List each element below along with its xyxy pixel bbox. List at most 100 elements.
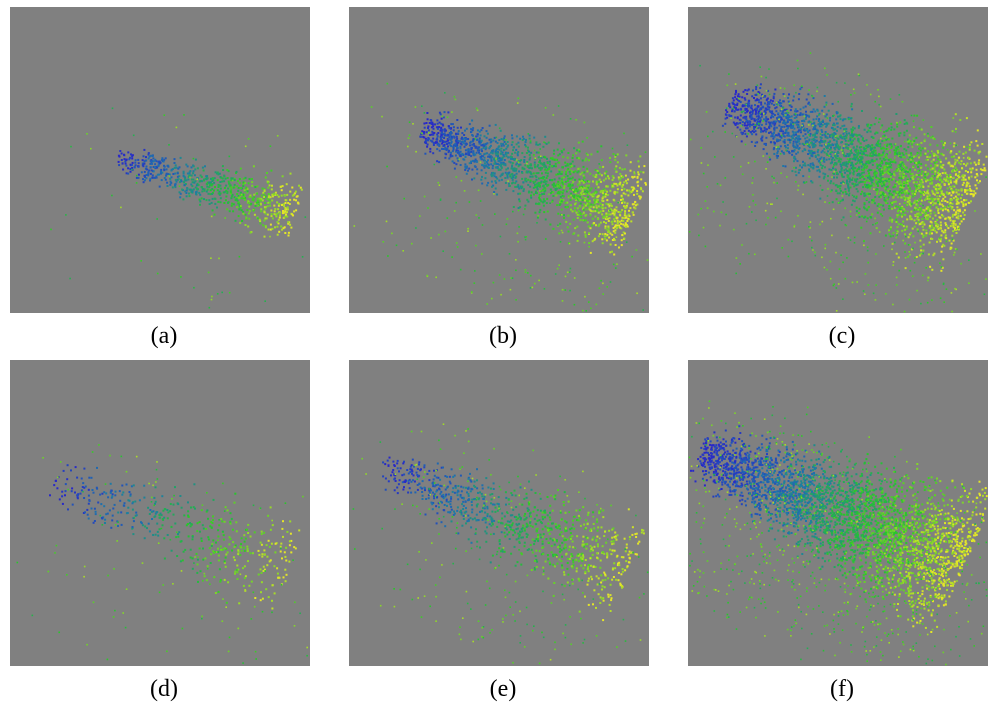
point: [741, 140, 743, 142]
point: [932, 218, 934, 220]
point: [538, 185, 540, 187]
point: [930, 137, 932, 139]
point: [527, 184, 529, 186]
point: [895, 194, 897, 196]
point: [189, 173, 191, 175]
stray-point: [440, 199, 442, 201]
stray-point: [562, 300, 564, 302]
point: [932, 168, 934, 170]
stray-point: [570, 118, 572, 120]
point: [161, 157, 163, 159]
point: [232, 177, 234, 179]
stray-point: [131, 169, 133, 171]
point: [530, 172, 532, 174]
point: [774, 123, 776, 125]
point: [889, 166, 891, 168]
point: [619, 183, 621, 185]
point: [868, 180, 870, 182]
point: [555, 195, 557, 197]
stray-point: [545, 238, 547, 240]
point: [793, 157, 795, 159]
stray-point: [505, 139, 507, 141]
stray-point: [224, 217, 226, 219]
point: [557, 149, 559, 151]
point: [249, 196, 251, 198]
point: [541, 167, 543, 169]
point: [164, 177, 166, 179]
point: [427, 144, 429, 146]
point: [914, 226, 916, 228]
point: [965, 165, 967, 167]
point: [840, 136, 842, 138]
point: [897, 196, 899, 198]
point: [160, 169, 162, 171]
stray-point: [561, 187, 563, 189]
point: [227, 191, 229, 193]
point: [920, 196, 922, 198]
point: [958, 162, 960, 164]
point: [958, 157, 960, 159]
point: [481, 150, 483, 152]
point: [835, 118, 837, 120]
point: [863, 147, 865, 149]
point: [287, 209, 289, 211]
point: [860, 227, 862, 229]
point: [826, 124, 828, 126]
point: [600, 145, 602, 147]
point: [621, 234, 623, 236]
point: [830, 180, 832, 182]
point: [832, 103, 834, 105]
point: [247, 190, 249, 192]
point: [845, 165, 847, 167]
point: [485, 148, 487, 150]
point: [472, 129, 474, 131]
point: [913, 115, 915, 117]
point: [906, 190, 908, 192]
point: [612, 185, 614, 187]
point: [895, 150, 897, 152]
point: [929, 198, 931, 200]
point: [859, 216, 861, 218]
point: [769, 159, 771, 161]
point: [469, 162, 471, 164]
point: [775, 110, 777, 112]
point: [764, 96, 766, 98]
point: [773, 93, 775, 95]
stray-point: [157, 273, 159, 275]
point: [860, 142, 862, 144]
stray-point: [239, 256, 241, 258]
point: [600, 203, 602, 205]
point: [858, 141, 860, 143]
point: [531, 191, 533, 193]
point: [846, 180, 848, 182]
point: [284, 209, 286, 211]
point: [858, 182, 860, 184]
point: [199, 181, 201, 183]
point: [941, 214, 943, 216]
stray-point: [486, 303, 488, 305]
point: [219, 185, 221, 187]
point: [553, 183, 555, 185]
point: [536, 152, 538, 154]
point: [807, 93, 809, 95]
point: [562, 183, 564, 185]
point: [624, 233, 626, 235]
point: [523, 159, 525, 161]
point: [956, 159, 958, 161]
point: [493, 163, 495, 165]
point: [190, 184, 192, 186]
point: [838, 157, 840, 159]
point: [858, 127, 860, 129]
point: [952, 203, 954, 205]
point: [184, 190, 186, 192]
point: [605, 225, 607, 227]
point: [926, 232, 928, 234]
point: [220, 177, 222, 179]
point: [125, 163, 127, 165]
point: [198, 184, 200, 186]
point: [850, 121, 852, 123]
point: [828, 158, 830, 160]
point: [605, 213, 607, 215]
point: [569, 163, 571, 165]
point: [159, 162, 161, 164]
